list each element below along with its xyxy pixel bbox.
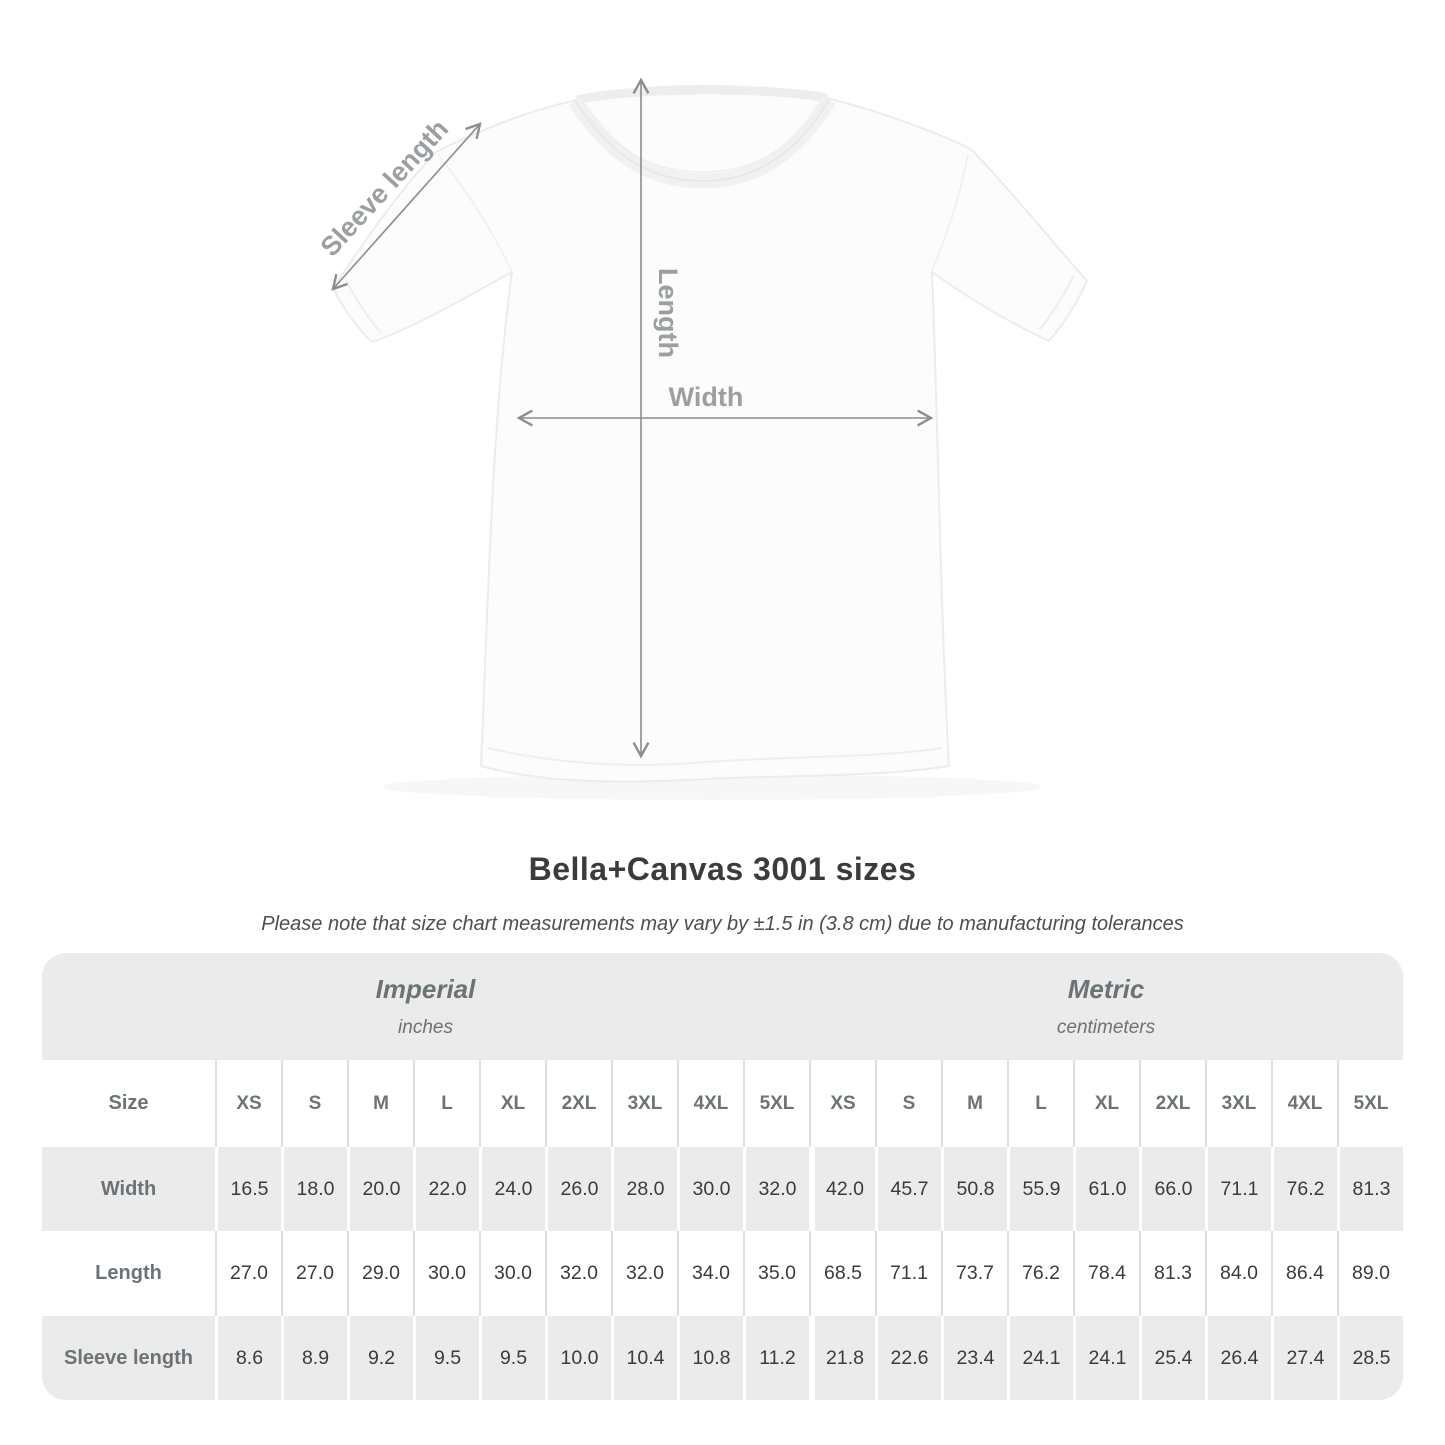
- value-cell: 11.2: [743, 1316, 809, 1400]
- value-cell: 20.0: [347, 1147, 413, 1231]
- size-header-cell: S: [281, 1060, 347, 1147]
- value-cell: 86.4: [1271, 1231, 1337, 1316]
- value-cell: 29.0: [347, 1231, 413, 1316]
- metric-section-header: Metric centimeters: [809, 953, 1403, 1060]
- value-cell: 78.4: [1073, 1231, 1139, 1316]
- imperial-section-header: Imperial inches: [42, 953, 809, 1060]
- tolerance-note: Please note that size chart measurements…: [261, 913, 1184, 935]
- value-cell: 10.4: [611, 1316, 677, 1400]
- length-arrow-label: Length: [653, 268, 683, 358]
- value-cell: 26.0: [545, 1147, 611, 1231]
- row-label-sleeve-length: Sleeve length: [42, 1316, 215, 1400]
- value-cell: 24.0: [479, 1147, 545, 1231]
- value-cell: 27.4: [1271, 1316, 1337, 1400]
- value-cell: 89.0: [1337, 1231, 1403, 1316]
- value-cell: 26.4: [1205, 1316, 1271, 1400]
- value-cell: 32.0: [545, 1231, 611, 1316]
- value-cell: 9.5: [413, 1316, 479, 1400]
- size-header-cell: L: [413, 1060, 479, 1147]
- value-cell: 76.2: [1271, 1147, 1337, 1231]
- value-cell: 30.0: [677, 1147, 743, 1231]
- sleeve-arrow: [331, 122, 482, 291]
- value-cell: 68.5: [809, 1231, 875, 1316]
- value-cell: 81.3: [1337, 1147, 1403, 1231]
- value-cell: 28.0: [611, 1147, 677, 1231]
- metric-label: Metric: [1067, 974, 1145, 1004]
- row-label-length: Length: [42, 1231, 215, 1316]
- value-cell: 10.8: [677, 1316, 743, 1400]
- value-cell: 8.9: [281, 1316, 347, 1400]
- value-cell: 28.5: [1337, 1316, 1403, 1400]
- value-cell: 32.0: [611, 1231, 677, 1316]
- page-title: Bella+Canvas 3001 sizes: [528, 851, 917, 887]
- size-table: Imperial inches Metric centimeters Size …: [42, 953, 1403, 1400]
- value-cell: 34.0: [677, 1231, 743, 1316]
- size-header-cell: XL: [479, 1060, 545, 1147]
- value-cell: 30.0: [413, 1231, 479, 1316]
- value-cell: 27.0: [215, 1231, 281, 1316]
- size-header-cell: M: [941, 1060, 1007, 1147]
- value-cell: 9.2: [347, 1316, 413, 1400]
- size-header-cell: 3XL: [611, 1060, 677, 1147]
- size-header-cell: S: [875, 1060, 941, 1147]
- size-header-cell: M: [347, 1060, 413, 1147]
- size-header-cell: XS: [809, 1060, 875, 1147]
- value-cell: 81.3: [1139, 1231, 1205, 1316]
- value-cell: 18.0: [281, 1147, 347, 1231]
- value-cell: 30.0: [479, 1231, 545, 1316]
- imperial-label: Imperial: [375, 974, 476, 1004]
- value-cell: 45.7: [875, 1147, 941, 1231]
- value-cell: 73.7: [941, 1231, 1007, 1316]
- value-cell: 71.1: [875, 1231, 941, 1316]
- value-cell: 23.4: [941, 1316, 1007, 1400]
- value-cell: 55.9: [1007, 1147, 1073, 1231]
- value-cell: 24.1: [1073, 1316, 1139, 1400]
- value-cell: 25.4: [1139, 1316, 1205, 1400]
- value-cell: 32.0: [743, 1147, 809, 1231]
- value-cell: 10.0: [545, 1316, 611, 1400]
- metric-unit: centimeters: [1056, 1017, 1156, 1038]
- value-cell: 27.0: [281, 1231, 347, 1316]
- size-header-cell: 4XL: [1271, 1060, 1337, 1147]
- size-header-cell: 5XL: [743, 1060, 809, 1147]
- size-header-cell: XS: [215, 1060, 281, 1147]
- value-cell: 8.6: [215, 1316, 281, 1400]
- value-cell: 84.0: [1205, 1231, 1271, 1316]
- value-cell: 50.8: [941, 1147, 1007, 1231]
- size-header-cell: 3XL: [1205, 1060, 1271, 1147]
- value-cell: 22.6: [875, 1316, 941, 1400]
- value-cell: 61.0: [1073, 1147, 1139, 1231]
- imperial-unit: inches: [398, 1017, 453, 1038]
- value-cell: 66.0: [1139, 1147, 1205, 1231]
- size-header-cell: 2XL: [1139, 1060, 1205, 1147]
- value-cell: 9.5: [479, 1316, 545, 1400]
- size-header-cell: 2XL: [545, 1060, 611, 1147]
- value-cell: 42.0: [809, 1147, 875, 1231]
- value-cell: 35.0: [743, 1231, 809, 1316]
- size-column-header: Size: [42, 1060, 215, 1147]
- value-cell: 71.1: [1205, 1147, 1271, 1231]
- value-cell: 24.1: [1007, 1316, 1073, 1400]
- width-arrow-label: Width: [669, 382, 744, 412]
- size-header-cell: L: [1007, 1060, 1073, 1147]
- value-cell: 21.8: [809, 1316, 875, 1400]
- value-cell: 76.2: [1007, 1231, 1073, 1316]
- measurement-arrows: [331, 77, 934, 759]
- size-header-cell: 4XL: [677, 1060, 743, 1147]
- tshirt-illustration: [332, 85, 1088, 783]
- size-header-cell: XL: [1073, 1060, 1139, 1147]
- value-cell: 22.0: [413, 1147, 479, 1231]
- row-label-width: Width: [42, 1147, 215, 1231]
- value-cell: 16.5: [215, 1147, 281, 1231]
- size-header-cell: 5XL: [1337, 1060, 1403, 1147]
